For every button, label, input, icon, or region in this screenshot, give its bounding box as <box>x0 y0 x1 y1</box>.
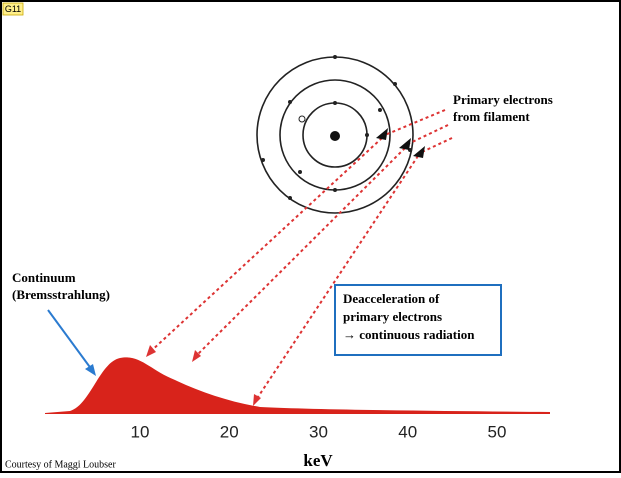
electron-paths <box>149 109 453 401</box>
continuum-label: (Bremsstrahlung) <box>12 287 110 302</box>
tag-box <box>2 2 24 16</box>
pointer-head <box>85 364 96 376</box>
axis-label: keV <box>303 451 333 470</box>
x-tick-label: 20 <box>220 422 239 441</box>
atom-label: from filament <box>453 109 530 124</box>
arrowheads <box>376 128 425 158</box>
note-text: → continuous radiation <box>343 327 475 342</box>
arrowheads-red <box>146 345 261 406</box>
continuum-label: Continuum <box>12 270 76 285</box>
credit: Courtesy of Maggi Loubser <box>5 459 116 470</box>
spectrum <box>45 357 550 414</box>
electrons <box>261 55 412 200</box>
nucleus <box>330 131 340 141</box>
note-text: Deacceleration of <box>343 291 440 306</box>
pointer <box>47 309 93 371</box>
hole <box>298 115 306 123</box>
x-tick-label: 10 <box>131 422 150 441</box>
note-text: primary electrons <box>343 309 442 324</box>
x-tick-label: 40 <box>398 422 417 441</box>
note-box <box>334 284 502 356</box>
x-tick-label: 50 <box>488 422 507 441</box>
slide-tag: G11 <box>5 4 21 14</box>
x-tick-label: 30 <box>309 422 328 441</box>
atom-label: Primary electrons <box>453 92 553 107</box>
